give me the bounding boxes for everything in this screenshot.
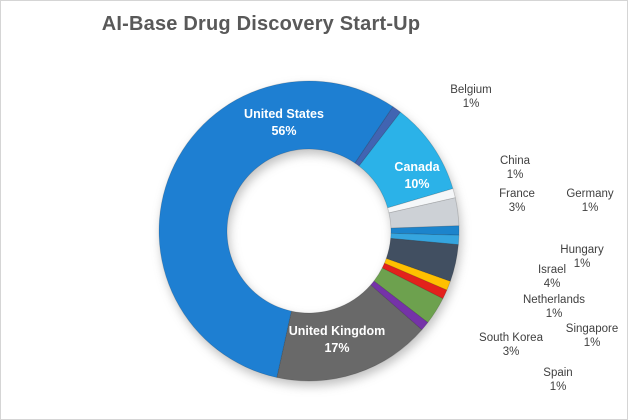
slice-label-singapore: Singapore 1%	[566, 323, 618, 349]
slice-label-israel: Israel 4%	[538, 264, 566, 290]
slice-label-netherlands: Netherlands 1%	[523, 294, 585, 320]
donut-slices	[158, 80, 460, 382]
pie-slice-canada[interactable]	[358, 111, 454, 209]
chart-title: AI-Base Drug Discovery Start-Up	[101, 13, 421, 35]
donut-labels: Belgium 1% Canada 10% China 1% France 3% Germany…	[244, 84, 618, 393]
slice-label-belgium: Belgium 1%	[450, 84, 492, 110]
slice-label-united-kingdom: United Kingdom 17%	[289, 324, 386, 355]
slice-label-south-korea: South Korea 3%	[479, 332, 544, 358]
pie-slice-united-kingdom[interactable]	[276, 284, 423, 382]
slice-label-germany: Germany 1%	[566, 188, 614, 214]
slice-label-china: China 1%	[500, 155, 531, 181]
slice-label-canada: Canada 10%	[394, 160, 440, 191]
pie-slice-united-states[interactable]	[158, 80, 394, 378]
slice-label-hungary: Hungary 1%	[560, 244, 604, 270]
slice-label-spain: Spain 1%	[543, 367, 572, 393]
slice-label-france: France 3%	[499, 188, 535, 214]
slice-label-united-states: United States 56%	[244, 107, 324, 138]
